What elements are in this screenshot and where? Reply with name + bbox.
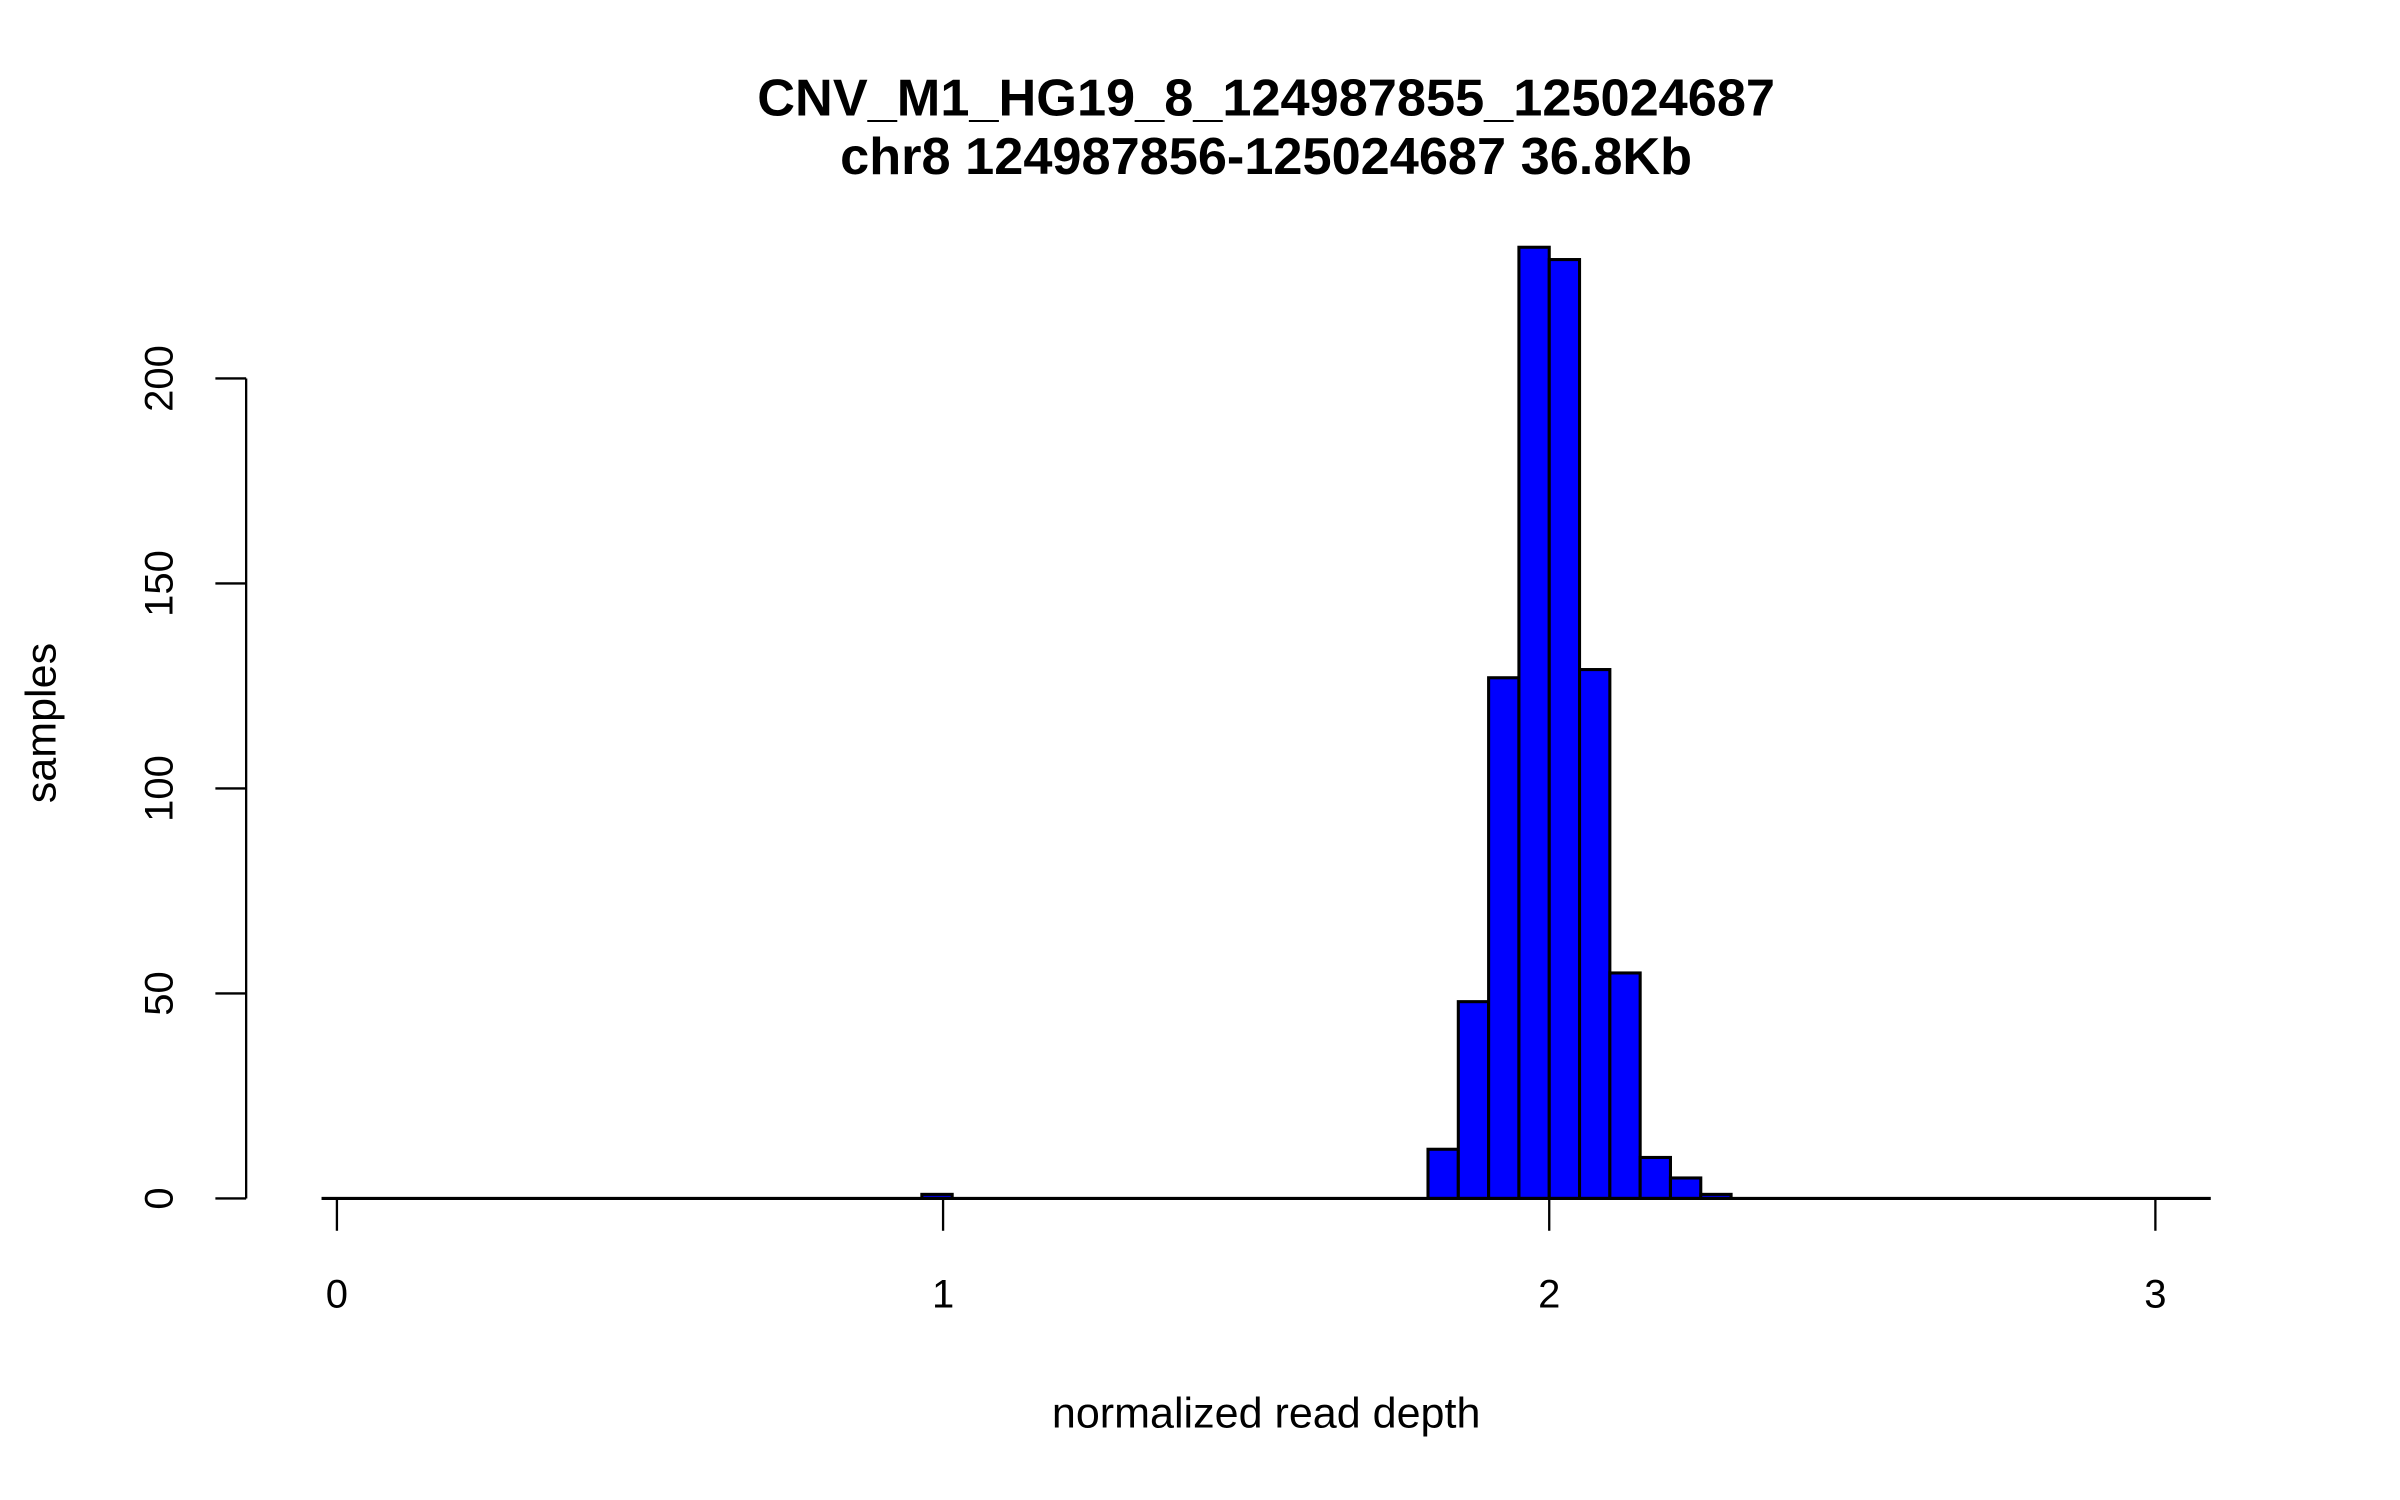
- x-tick-label: 2: [1538, 1273, 1560, 1317]
- histogram-bar: [1638, 1155, 1672, 1200]
- y-tick-label: 50: [137, 971, 181, 1016]
- y-axis: 0 50 100 150 200: [137, 345, 248, 1210]
- histogram-bar: [1487, 676, 1521, 1200]
- histogram-bar: [1426, 1147, 1460, 1201]
- histogram-bar: [1547, 258, 1582, 1200]
- histogram-bar: [1456, 1000, 1491, 1201]
- x-axis: 0 1 2 3: [326, 1197, 2167, 1317]
- histogram-bar: [1608, 971, 1642, 1200]
- x-tick-label: 1: [932, 1273, 954, 1317]
- y-axis-label: samples: [17, 643, 65, 803]
- chart-subtitle: chr8 124987856-125024687 36.8Kb: [840, 128, 1692, 186]
- histogram-bar: [1577, 668, 1612, 1200]
- bars: [920, 245, 1733, 1201]
- y-tick-label: 150: [137, 550, 181, 617]
- x-tick-label: 0: [326, 1273, 348, 1317]
- chart-title: CNV_M1_HG19_8_124987855_125024687: [757, 69, 1775, 127]
- y-tick-label: 0: [137, 1187, 181, 1209]
- y-tick-label: 100: [137, 755, 181, 822]
- x-tick-label: 3: [2144, 1273, 2166, 1317]
- x-axis-label: normalized read depth: [1052, 1390, 1481, 1438]
- y-tick-label: 200: [137, 345, 181, 412]
- histogram-bar: [1668, 1176, 1703, 1200]
- histogram-bar: [1517, 245, 1551, 1201]
